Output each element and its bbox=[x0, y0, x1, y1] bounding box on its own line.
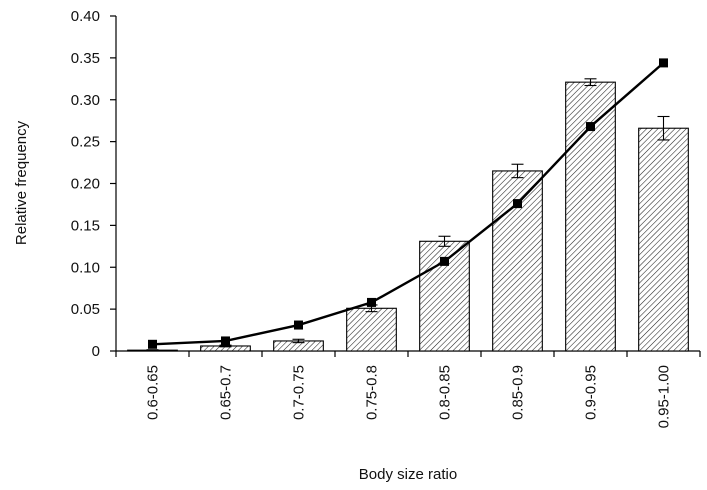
line-marker bbox=[440, 256, 449, 266]
y-tick-label: 0.15 bbox=[71, 217, 100, 234]
x-tick-label: 0.95-1.00 bbox=[656, 365, 673, 428]
y-tick-label: 0.25 bbox=[71, 134, 100, 151]
y-tick-label: 0.30 bbox=[71, 92, 100, 109]
y-tick-label: 0.05 bbox=[71, 301, 100, 318]
line-marker bbox=[659, 58, 668, 68]
y-tick-label: 0.20 bbox=[71, 176, 100, 193]
line-marker bbox=[221, 336, 230, 346]
x-tick-label: 0.7-0.75 bbox=[291, 365, 308, 420]
x-axis-title: Body size ratio bbox=[359, 466, 457, 483]
x-tick-label: 0.85-0.9 bbox=[510, 365, 527, 420]
x-tick-label: 0.9-0.95 bbox=[583, 365, 600, 420]
series-line bbox=[152, 61, 665, 346]
x-tick-label: 0.75-0.8 bbox=[364, 365, 381, 420]
bar bbox=[492, 170, 543, 352]
line-marker bbox=[367, 297, 376, 307]
y-tick-label: 0.35 bbox=[71, 50, 100, 67]
bar bbox=[638, 127, 689, 352]
line-marker bbox=[148, 339, 157, 349]
y-tick-label: 0 bbox=[92, 343, 100, 360]
y-tick-label: 0.40 bbox=[71, 8, 100, 25]
y-axis-title: Relative frequency bbox=[13, 120, 30, 245]
line-marker bbox=[513, 199, 522, 209]
bar bbox=[346, 307, 397, 352]
line-marker bbox=[586, 122, 595, 132]
plot-area: 0 0.05 0.10 0.15 0.20 0.25 0.30 0.35 0.40 0.6-0.6… bbox=[71, 8, 701, 428]
y-tick-label: 0.10 bbox=[71, 259, 100, 276]
x-tick-label: 0.8-0.85 bbox=[437, 365, 454, 420]
line-marker bbox=[294, 320, 303, 330]
x-tick-label: 0.6-0.65 bbox=[145, 365, 162, 420]
x-tick-label: 0.65-0.7 bbox=[218, 365, 235, 420]
